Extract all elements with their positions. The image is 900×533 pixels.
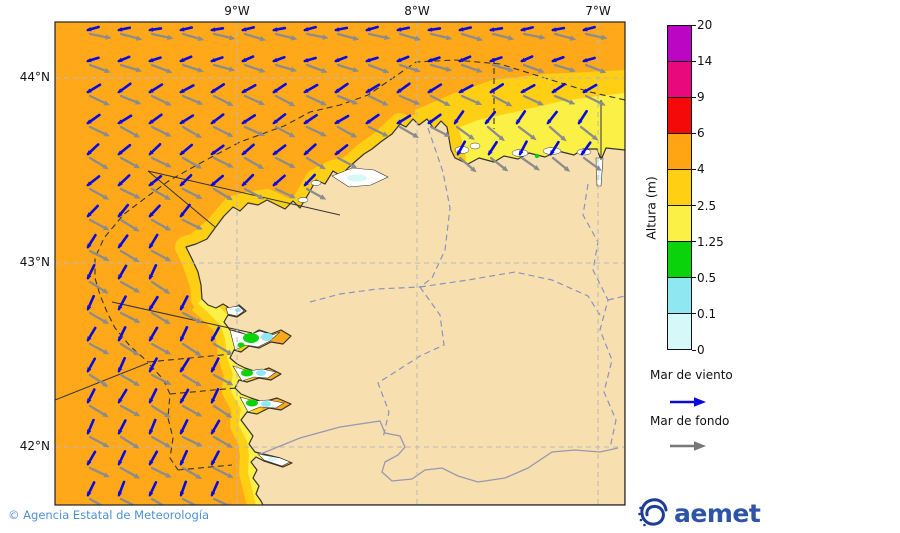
aemet-logo-text: aemet xyxy=(674,498,761,528)
colorbar-tick-label: 4 xyxy=(697,162,705,177)
lon-tick-label: 9°W xyxy=(224,4,250,18)
colorbar-segment xyxy=(668,26,691,62)
aemet-logo: aemet xyxy=(636,495,761,531)
colorbar-tick-label: 0.1 xyxy=(697,306,717,321)
zone-division-lines xyxy=(55,100,602,401)
colorbar-tick-mark xyxy=(692,241,696,243)
lat-tick-label: 44°N xyxy=(19,70,50,84)
colorbar-tick-mark xyxy=(692,349,696,351)
colorbar-tick-mark xyxy=(692,132,696,134)
admin-boundaries xyxy=(309,127,625,449)
colorbar-tick-mark xyxy=(692,60,696,62)
lon-tick-label: 7°W xyxy=(585,4,611,18)
wind-swell-arrow-field xyxy=(86,25,608,505)
ria-waters xyxy=(225,142,604,467)
colorbar-tick-label: 1.25 xyxy=(697,234,724,249)
colorbar-tick-label: 9 xyxy=(697,90,705,105)
maritime-zone-boundaries xyxy=(94,58,625,471)
graticule xyxy=(55,22,625,505)
colorbar-tick-label: 20 xyxy=(697,18,713,32)
portugal-border xyxy=(257,420,619,483)
colorbar-title: Altura (m) xyxy=(643,176,659,240)
colorbar-segment xyxy=(668,170,691,206)
colorbar-tick-label: 0.5 xyxy=(697,270,717,285)
colorbar-segment xyxy=(668,98,691,134)
colorbar-tick-label: 6 xyxy=(697,126,705,141)
colorbar-segment xyxy=(668,206,691,242)
swell-legend-label: Mar de fondo xyxy=(650,414,730,428)
lon-tick-label: 8°W xyxy=(404,4,430,18)
colorbar-tick-mark xyxy=(692,313,696,315)
colorbar-tick-label: 0 xyxy=(697,343,705,357)
colorbar-tick-label: 2.5 xyxy=(697,198,717,213)
colorbar-segment xyxy=(668,242,691,278)
map-frame xyxy=(54,21,626,506)
colorbar-tick-mark xyxy=(692,205,696,207)
colorbar-tick-mark xyxy=(692,24,696,26)
wave-height-colorbar xyxy=(667,25,692,350)
wind-sea-legend-label: Mar de viento xyxy=(650,368,733,382)
colorbar-segment xyxy=(668,134,691,170)
copyright-text: © Agencia Estatal de Meteorología xyxy=(8,508,210,522)
colorbar-tick-label: 14 xyxy=(697,54,713,69)
colorbar-segment xyxy=(668,314,691,349)
aemet-spiral-icon xyxy=(638,498,668,527)
colorbar-tick-mark xyxy=(692,96,696,98)
swell-arrow-icon xyxy=(670,441,706,451)
lat-tick-label: 42°N xyxy=(19,439,50,453)
colorbar-segment xyxy=(668,62,691,98)
colorbar-tick-mark xyxy=(692,168,696,170)
colorbar-segment xyxy=(668,278,691,314)
lat-tick-label: 43°N xyxy=(19,255,50,269)
colorbar-tick-mark xyxy=(692,277,696,279)
wind-sea-arrow-icon xyxy=(670,397,706,407)
